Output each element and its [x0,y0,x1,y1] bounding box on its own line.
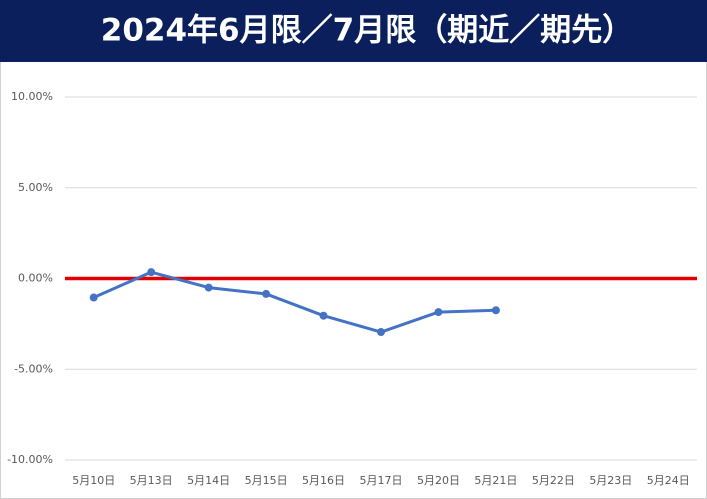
data-point [377,328,385,337]
x-tick-label: 5月17日 [360,474,403,487]
y-tick-label: 5.00% [18,181,53,194]
x-tick-label: 5月14日 [187,474,230,487]
series-line [93,270,496,334]
data-point [89,293,98,302]
data-point [204,283,213,292]
x-tick-label: 5月23日 [589,474,632,487]
x-tick-label: 5月21日 [474,474,517,487]
data-point [262,289,271,298]
data-point [147,268,156,277]
data-point [491,306,500,315]
x-tick-label: 5月20日 [417,474,460,487]
y-tick-label: 0.00% [18,272,53,285]
y-tick-label: -10.00% [7,453,53,466]
x-tick-label: 5月24日 [647,474,690,487]
y-tick-label: -5.00% [14,362,53,375]
data-point [319,311,328,320]
chart-title: 2024年6月限／7月限（期近／期先） [101,13,633,49]
x-tick-label: 5月16日 [302,474,345,487]
x-tick-label: 5月15日 [245,474,288,487]
x-tick-label: 5月10日 [72,474,115,487]
data-point [434,308,443,317]
x-tick-label: 5月13日 [130,474,173,487]
y-tick-label: 10.00% [11,90,53,103]
title-banner [0,0,707,62]
x-tick-label: 5月22日 [532,474,575,487]
